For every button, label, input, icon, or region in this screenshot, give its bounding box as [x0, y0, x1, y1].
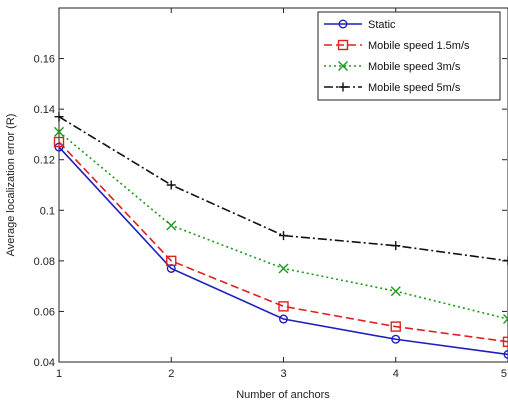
y-tick-label: 0.06	[34, 306, 55, 318]
series-layer	[53, 112, 508, 359]
x-tick-label: 1	[56, 368, 62, 380]
data-point	[503, 314, 508, 325]
data-point	[390, 321, 401, 332]
series-3	[54, 126, 508, 325]
data-point	[166, 220, 177, 231]
x-tick-label: 3	[280, 368, 286, 380]
y-tick-label: 0.16	[34, 54, 55, 66]
series-4	[54, 112, 508, 266]
legend-swatch-marker	[338, 82, 348, 92]
legend-label: Mobile speed 3m/s	[368, 61, 461, 73]
series-line	[58, 116, 508, 262]
data-point	[390, 286, 401, 297]
data-point	[278, 263, 289, 274]
legend-swatch-marker	[337, 39, 349, 51]
x-tick-label: 4	[393, 368, 399, 380]
data-point	[166, 255, 177, 267]
legend-swatch-marker	[338, 19, 348, 29]
x-tick-label: 2	[168, 368, 174, 380]
x-tick-label: 5	[501, 368, 507, 380]
data-point	[279, 231, 288, 241]
y-axis-label: Average localization error (R)	[5, 114, 17, 257]
legend-label: Static	[368, 19, 396, 31]
series-2	[53, 136, 508, 347]
series-line	[58, 141, 508, 343]
series-line	[58, 146, 508, 356]
legend-box	[317, 11, 501, 101]
y-tick-label: 0.1	[40, 205, 55, 217]
data-point	[279, 314, 289, 324]
data-point	[391, 241, 401, 251]
data-point	[278, 301, 289, 312]
x-axis-label: Number of anchors	[236, 389, 330, 401]
legend-label: Mobile speed 5m/s	[368, 82, 461, 94]
data-point	[502, 336, 508, 347]
legend-swatch-marker	[338, 61, 348, 71]
data-point	[54, 126, 64, 137]
y-tick-label: 0.04	[34, 357, 55, 369]
legend-label: Mobile speed 1.5m/s	[368, 40, 470, 52]
y-tick-label: 0.12	[34, 155, 55, 167]
data-point	[54, 112, 64, 122]
data-point	[166, 263, 176, 273]
legend: Static Mobile speed 1.5m/s Mobile speed 3m…	[317, 11, 501, 101]
y-tick-label: 0.14	[34, 104, 55, 116]
data-point	[503, 256, 508, 266]
y-tick-label: 0.08	[34, 256, 55, 268]
data-point	[166, 180, 176, 190]
data-point	[503, 349, 508, 359]
axis-ticks: 1 2 3 4 5 0.04 0.06 0.08 0.1 0.12 0.14 0.16	[34, 8, 508, 380]
data-point	[391, 334, 401, 344]
data-point	[53, 136, 65, 148]
